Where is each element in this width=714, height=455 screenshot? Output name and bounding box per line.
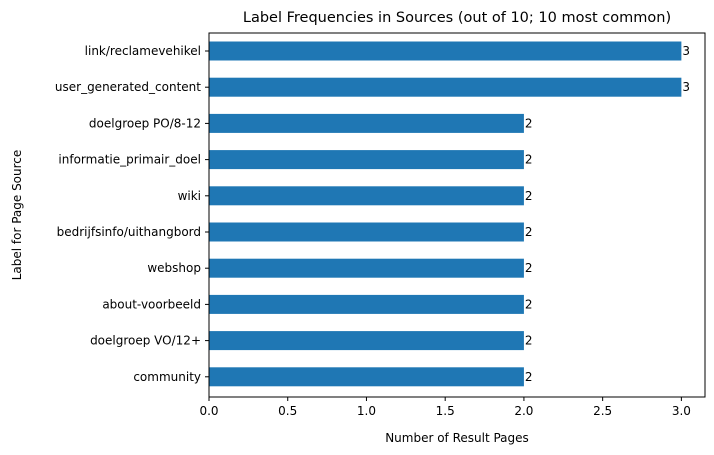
bar-value-label: 2 xyxy=(525,261,533,275)
x-axis-title: Number of Result Pages xyxy=(385,431,529,445)
bar-value-label: 2 xyxy=(525,225,533,239)
bar-value-label: 3 xyxy=(682,44,690,58)
x-tick-label: 1.5 xyxy=(436,404,455,418)
bar xyxy=(209,186,524,206)
bar-value-label: 2 xyxy=(525,297,533,311)
bar-value-label: 2 xyxy=(525,116,533,130)
y-tick-label: doelgroep PO/8-12 xyxy=(89,116,201,130)
x-tick-label: 0.0 xyxy=(199,404,218,418)
bar xyxy=(209,367,524,387)
x-tick-label: 0.5 xyxy=(278,404,297,418)
y-tick-label: about-voorbeeld xyxy=(102,297,201,311)
x-tick-label: 2.0 xyxy=(514,404,533,418)
bar xyxy=(209,294,524,314)
y-tick-label: wiki xyxy=(178,189,201,203)
y-tick-label: webshop xyxy=(147,261,201,275)
y-tick-label: bedrijfsinfo/uithangbord xyxy=(57,225,201,239)
plot-area: link/reclamevehikel 3 user_generated_conte… xyxy=(55,41,691,418)
bar xyxy=(209,222,524,242)
bar xyxy=(209,113,524,133)
chart-title: Label Frequencies in Sources (out of 10;… xyxy=(243,10,671,26)
y-tick-label: doelgroep VO/12+ xyxy=(90,334,201,348)
x-tick-label: 3.0 xyxy=(672,404,691,418)
bar-value-label: 2 xyxy=(525,370,533,384)
x-tick-label: 1.0 xyxy=(357,404,376,418)
y-tick-label: informatie_primair_doel xyxy=(58,153,201,167)
axes-frame xyxy=(208,32,706,398)
x-tick-label: 2.5 xyxy=(593,404,612,418)
y-axis-title: Label for Page Source xyxy=(10,150,24,281)
y-tick-label: user_generated_content xyxy=(55,80,201,94)
y-tick-label: community xyxy=(133,370,201,384)
bar-value-label: 2 xyxy=(525,153,533,167)
bar-value-label: 2 xyxy=(525,334,533,348)
bar xyxy=(209,150,524,170)
bar xyxy=(209,331,524,351)
bar xyxy=(209,77,682,97)
bar xyxy=(209,258,524,278)
y-tick-label: link/reclamevehikel xyxy=(85,44,201,58)
bar-value-label: 2 xyxy=(525,189,533,203)
bar-value-label: 3 xyxy=(682,80,690,94)
bar xyxy=(209,41,682,61)
